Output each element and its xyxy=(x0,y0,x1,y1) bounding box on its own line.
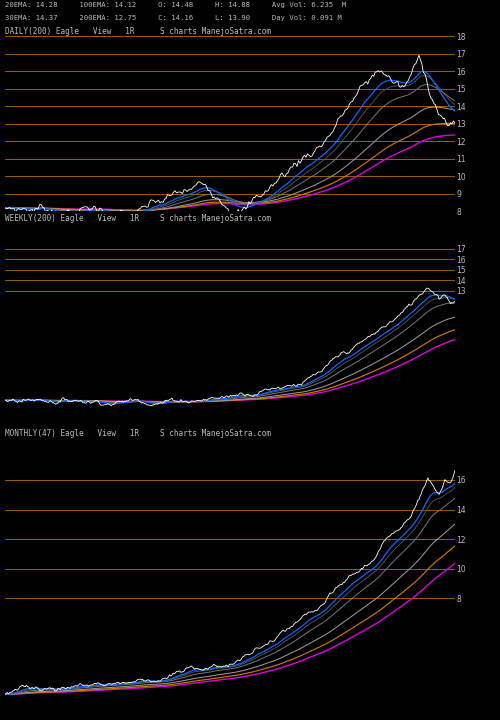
Text: S charts ManejoSatra.com: S charts ManejoSatra.com xyxy=(160,429,271,438)
Text: S charts ManejoSatra.com: S charts ManejoSatra.com xyxy=(160,215,271,223)
Text: S charts ManejoSatra.com: S charts ManejoSatra.com xyxy=(160,27,271,37)
Text: 30EMA: 14.37     200EMA: 12.75     C: 14.16     L: 13.90     Day Vol: 0.091 M: 30EMA: 14.37 200EMA: 12.75 C: 14.16 L: 1… xyxy=(5,15,342,21)
Text: MONTHLY(47) Eagle   View   1R: MONTHLY(47) Eagle View 1R xyxy=(5,429,139,438)
Text: 20EMA: 14.28     100EMA: 14.12     O: 14.48     H: 14.88     Avg Vol: 6.235  M: 20EMA: 14.28 100EMA: 14.12 O: 14.48 H: 1… xyxy=(5,2,346,8)
Text: WEEKLY(200) Eagle   View   1R: WEEKLY(200) Eagle View 1R xyxy=(5,215,139,223)
Text: DAILY(200) Eagle   View   1R: DAILY(200) Eagle View 1R xyxy=(5,27,134,37)
